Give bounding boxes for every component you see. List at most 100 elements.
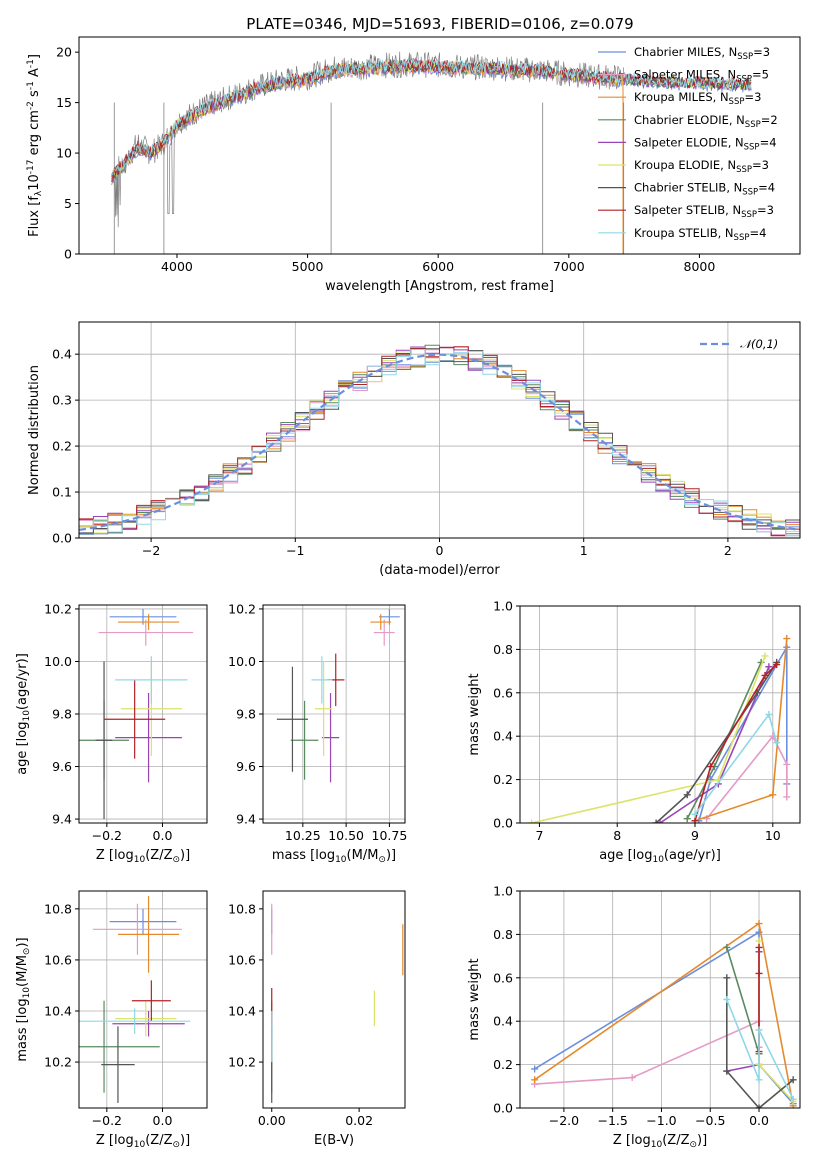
label-part: age [ xyxy=(599,848,632,863)
y-tick-label: 9.6 xyxy=(52,759,72,774)
axes-frame xyxy=(262,604,406,824)
axes-frame xyxy=(262,890,406,1109)
legend-sub: SSP xyxy=(741,210,757,220)
residual-histogram xyxy=(79,346,800,537)
legend-entry: Kroupa ELODIE, NSSP=3 xyxy=(634,158,769,175)
legend-text: Chabrier STELIB, N xyxy=(634,181,742,195)
weight-marker xyxy=(723,943,731,951)
x-tick-label: −2.0 xyxy=(549,1113,579,1128)
legend-entry: Chabrier MILES, NSSP=3 xyxy=(634,45,770,62)
x-tick-label: 0 xyxy=(436,543,444,558)
x-tick-label: 8 xyxy=(613,828,621,843)
weight-line xyxy=(655,661,778,823)
label-part: )] xyxy=(697,1133,707,1148)
y-tick-label: 10.8 xyxy=(228,901,256,916)
weight-marker xyxy=(755,943,763,951)
x-tick-label: 10.75 xyxy=(372,828,408,843)
y-tick-label: 0.0 xyxy=(52,531,72,546)
weight-line xyxy=(726,999,794,1100)
y-tick-label: 1.0 xyxy=(493,599,513,614)
y-tick-label: 10.4 xyxy=(44,1003,72,1018)
weight-marker xyxy=(528,819,536,823)
x-tick-label: 2 xyxy=(724,543,732,558)
label-part: )] xyxy=(386,848,396,863)
weight-line xyxy=(706,734,788,820)
weight-marker xyxy=(773,661,781,669)
weight-line xyxy=(726,947,760,1055)
legend-entry: Chabrier STELIB, NSSP=4 xyxy=(634,181,775,198)
weight-marker xyxy=(652,819,660,823)
x-axis-label: E(B-V) xyxy=(314,1133,354,1148)
age_vs_Z-axes: −0.2 0.09.49.69.810.010.2Z [log10(Z/Z⊙)]a… xyxy=(15,601,208,865)
x-tick-label: −0.2 xyxy=(92,1113,122,1128)
x-tick-label: 0.0 xyxy=(153,828,173,843)
y-tick-label: 0.6 xyxy=(493,685,513,700)
x-tick-label: 7 xyxy=(535,828,543,843)
y-tick-label: 9.8 xyxy=(236,707,256,722)
label-part: erg cm xyxy=(27,110,42,159)
legend-entry: Chabrier ELODIE, NSSP=2 xyxy=(634,113,778,130)
normal-curve xyxy=(79,353,800,531)
weight_vs_age-plot xyxy=(528,635,791,823)
y-tick-label: 10.6 xyxy=(44,952,72,967)
y-tick-label: 0 xyxy=(64,247,72,262)
y-tick-label: 10 xyxy=(56,146,72,161)
y-tick-label: 0.1 xyxy=(52,485,72,500)
legend-sub: SSP xyxy=(736,165,752,175)
weight-marker xyxy=(723,996,731,1003)
y-tick-label: 0.4 xyxy=(52,347,72,362)
legend-text: Kroupa MILES, N xyxy=(634,90,729,104)
weight-marker xyxy=(789,1095,797,1103)
mass_vs_Z-axes: −0.2 0.010.210.410.610.8Z [log10(Z/Z⊙)]ma… xyxy=(15,890,208,1150)
label-part: log xyxy=(315,848,335,863)
legend-sub: SSP xyxy=(745,120,761,130)
weight-marker xyxy=(683,815,691,823)
label-part: (M/M xyxy=(15,955,30,987)
y-axis-label: Normed distribution xyxy=(27,365,42,495)
legend-text: Kroupa ELODIE, N xyxy=(634,158,736,172)
legend-text: Salpeter STELIB, N xyxy=(634,203,741,217)
x-axis-label: age [log10(age/yr)] xyxy=(599,848,721,865)
y-tick-label: 0.6 xyxy=(493,970,513,985)
legend-sub: SSP xyxy=(737,52,753,62)
label-part: -17 xyxy=(26,160,36,175)
y-tick-label: 10.2 xyxy=(44,601,72,616)
weight-marker xyxy=(755,969,763,977)
x-tick-label: 8000 xyxy=(684,259,716,274)
weight-marker xyxy=(783,793,791,801)
y-tick-label: 10.2 xyxy=(228,601,256,616)
label-part: 10 xyxy=(651,1140,663,1150)
x-tick-label: 7000 xyxy=(553,259,585,274)
x-tick-label: 10 xyxy=(765,828,781,843)
legend-suffix: =4 xyxy=(758,181,775,195)
y-tick-label: 0.2 xyxy=(493,772,513,787)
label-part: (data-model)/error xyxy=(379,563,500,578)
weight-marker xyxy=(723,974,731,982)
weight-line xyxy=(534,930,794,1105)
weight-marker xyxy=(628,1074,636,1082)
axes-frame xyxy=(519,605,801,824)
y-tick-label: 20 xyxy=(56,45,72,60)
label-part: λ xyxy=(34,190,44,196)
weight-marker xyxy=(723,1067,731,1075)
model-spectrum-line xyxy=(111,57,752,182)
label-part: mass weight xyxy=(467,673,482,755)
label-part: ⊙ xyxy=(378,855,386,865)
label-part: Z [ xyxy=(613,1133,631,1148)
label-part: ⊙ xyxy=(22,948,32,956)
weight-marker xyxy=(755,937,763,945)
legend-text: Chabrier MILES, N xyxy=(634,45,737,59)
y-tick-label: 0.0 xyxy=(493,816,513,831)
label-part: -1 xyxy=(26,59,36,68)
x-tick-label: −1 xyxy=(286,543,304,558)
y-tick-label: 10.0 xyxy=(44,654,72,669)
label-part: -1 xyxy=(26,81,36,90)
label-part: E(B-V) xyxy=(314,1133,354,1148)
legend-entry: Salpeter ELODIE, NSSP=4 xyxy=(634,135,777,152)
label-part: )] xyxy=(15,937,30,947)
label-part: log xyxy=(631,1133,651,1148)
legend-entry: Salpeter STELIB, NSSP=3 xyxy=(634,203,774,220)
legend-suffix: =4 xyxy=(749,226,766,240)
label-part: 10 xyxy=(22,987,32,999)
y-tick-label: 0.2 xyxy=(493,1057,513,1072)
